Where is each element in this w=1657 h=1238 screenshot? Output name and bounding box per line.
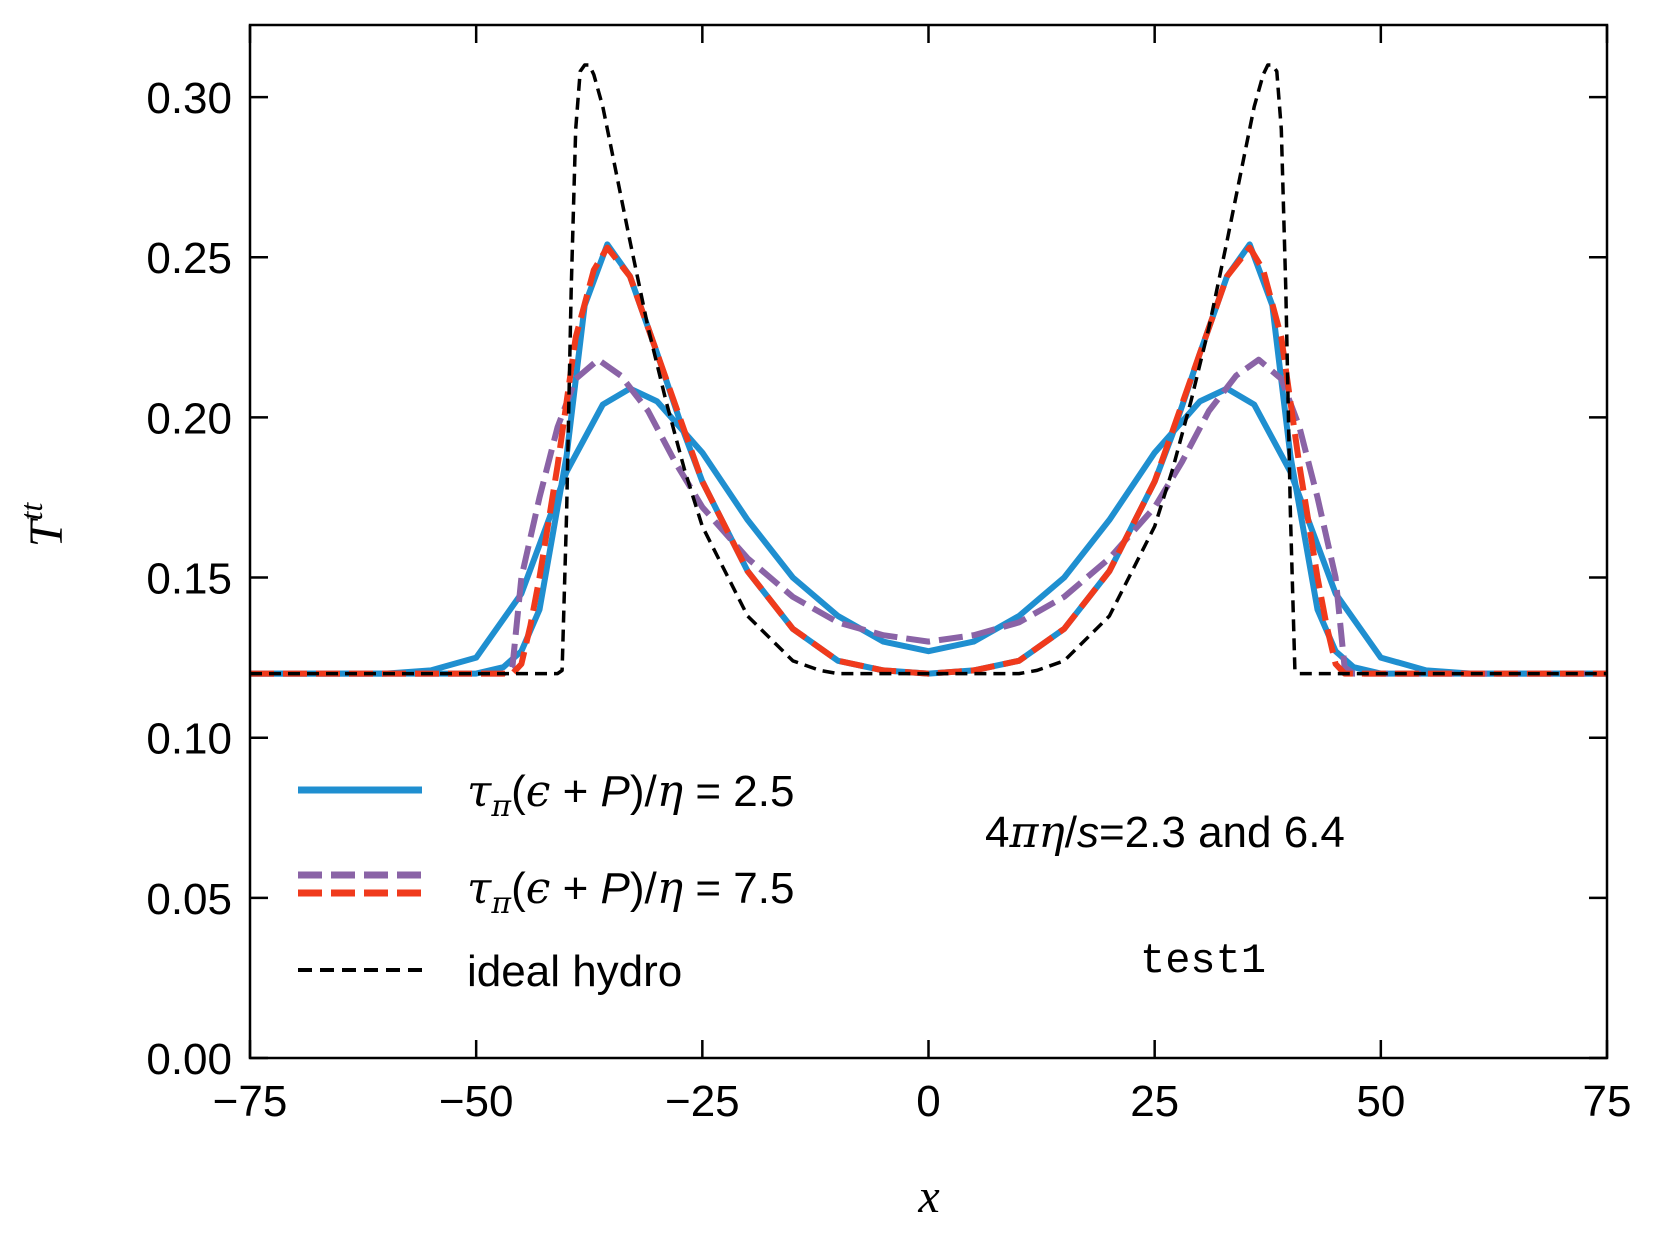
series-line-3 bbox=[250, 356, 1607, 677]
legend: τπ(ϵ + P)/η = 2.5 τπ(ϵ + P)/η = 7.5 idea… bbox=[298, 766, 794, 996]
y-tick-label: 0.25 bbox=[146, 234, 232, 283]
y-tick-label: 0.30 bbox=[146, 74, 232, 123]
y-tick-label: 0.05 bbox=[146, 875, 232, 924]
series-line-5 bbox=[250, 63, 1607, 676]
x-tick-label: 25 bbox=[1130, 1077, 1179, 1126]
legend-label-1: τπ(ϵ + P)/η = 2.5 bbox=[467, 766, 794, 824]
legend-label-3: ideal hydro bbox=[467, 947, 682, 996]
annotation-viscosity: 4πη/s=2.3 and 6.4 bbox=[985, 807, 1345, 858]
tick-layer: −75 −50 −25 0 25 50 75 0.00 0.05 0.10 0.15 0.20 0.25… bbox=[146, 25, 1631, 1126]
series-layer bbox=[250, 63, 1607, 677]
x-tick-label: 75 bbox=[1583, 1077, 1632, 1126]
plot-frame bbox=[248, 23, 1609, 1060]
y-tick-label: 0.00 bbox=[146, 1035, 232, 1084]
x-tick-label: −50 bbox=[439, 1077, 514, 1126]
y-tick-label: 0.20 bbox=[146, 394, 232, 443]
x-tick-label: 50 bbox=[1356, 1077, 1405, 1126]
y-tick-label: 0.15 bbox=[146, 555, 232, 604]
y-tick-label: 0.10 bbox=[146, 715, 232, 764]
svg-text:Ttt: Ttt bbox=[13, 502, 73, 548]
x-tick-label: −25 bbox=[665, 1077, 740, 1126]
x-axis-label: x bbox=[917, 1170, 939, 1223]
series-line-2 bbox=[250, 241, 1607, 677]
annotation-test-name: test1 bbox=[1140, 937, 1266, 985]
series-line-4 bbox=[250, 244, 1607, 677]
y-axis-label: Ttt bbox=[13, 502, 73, 548]
x-tick-label: −75 bbox=[213, 1077, 288, 1126]
series-line-1 bbox=[250, 385, 1607, 677]
x-tick-label: 0 bbox=[916, 1077, 940, 1126]
legend-label-2: τπ(ϵ + P)/η = 7.5 bbox=[467, 863, 794, 921]
